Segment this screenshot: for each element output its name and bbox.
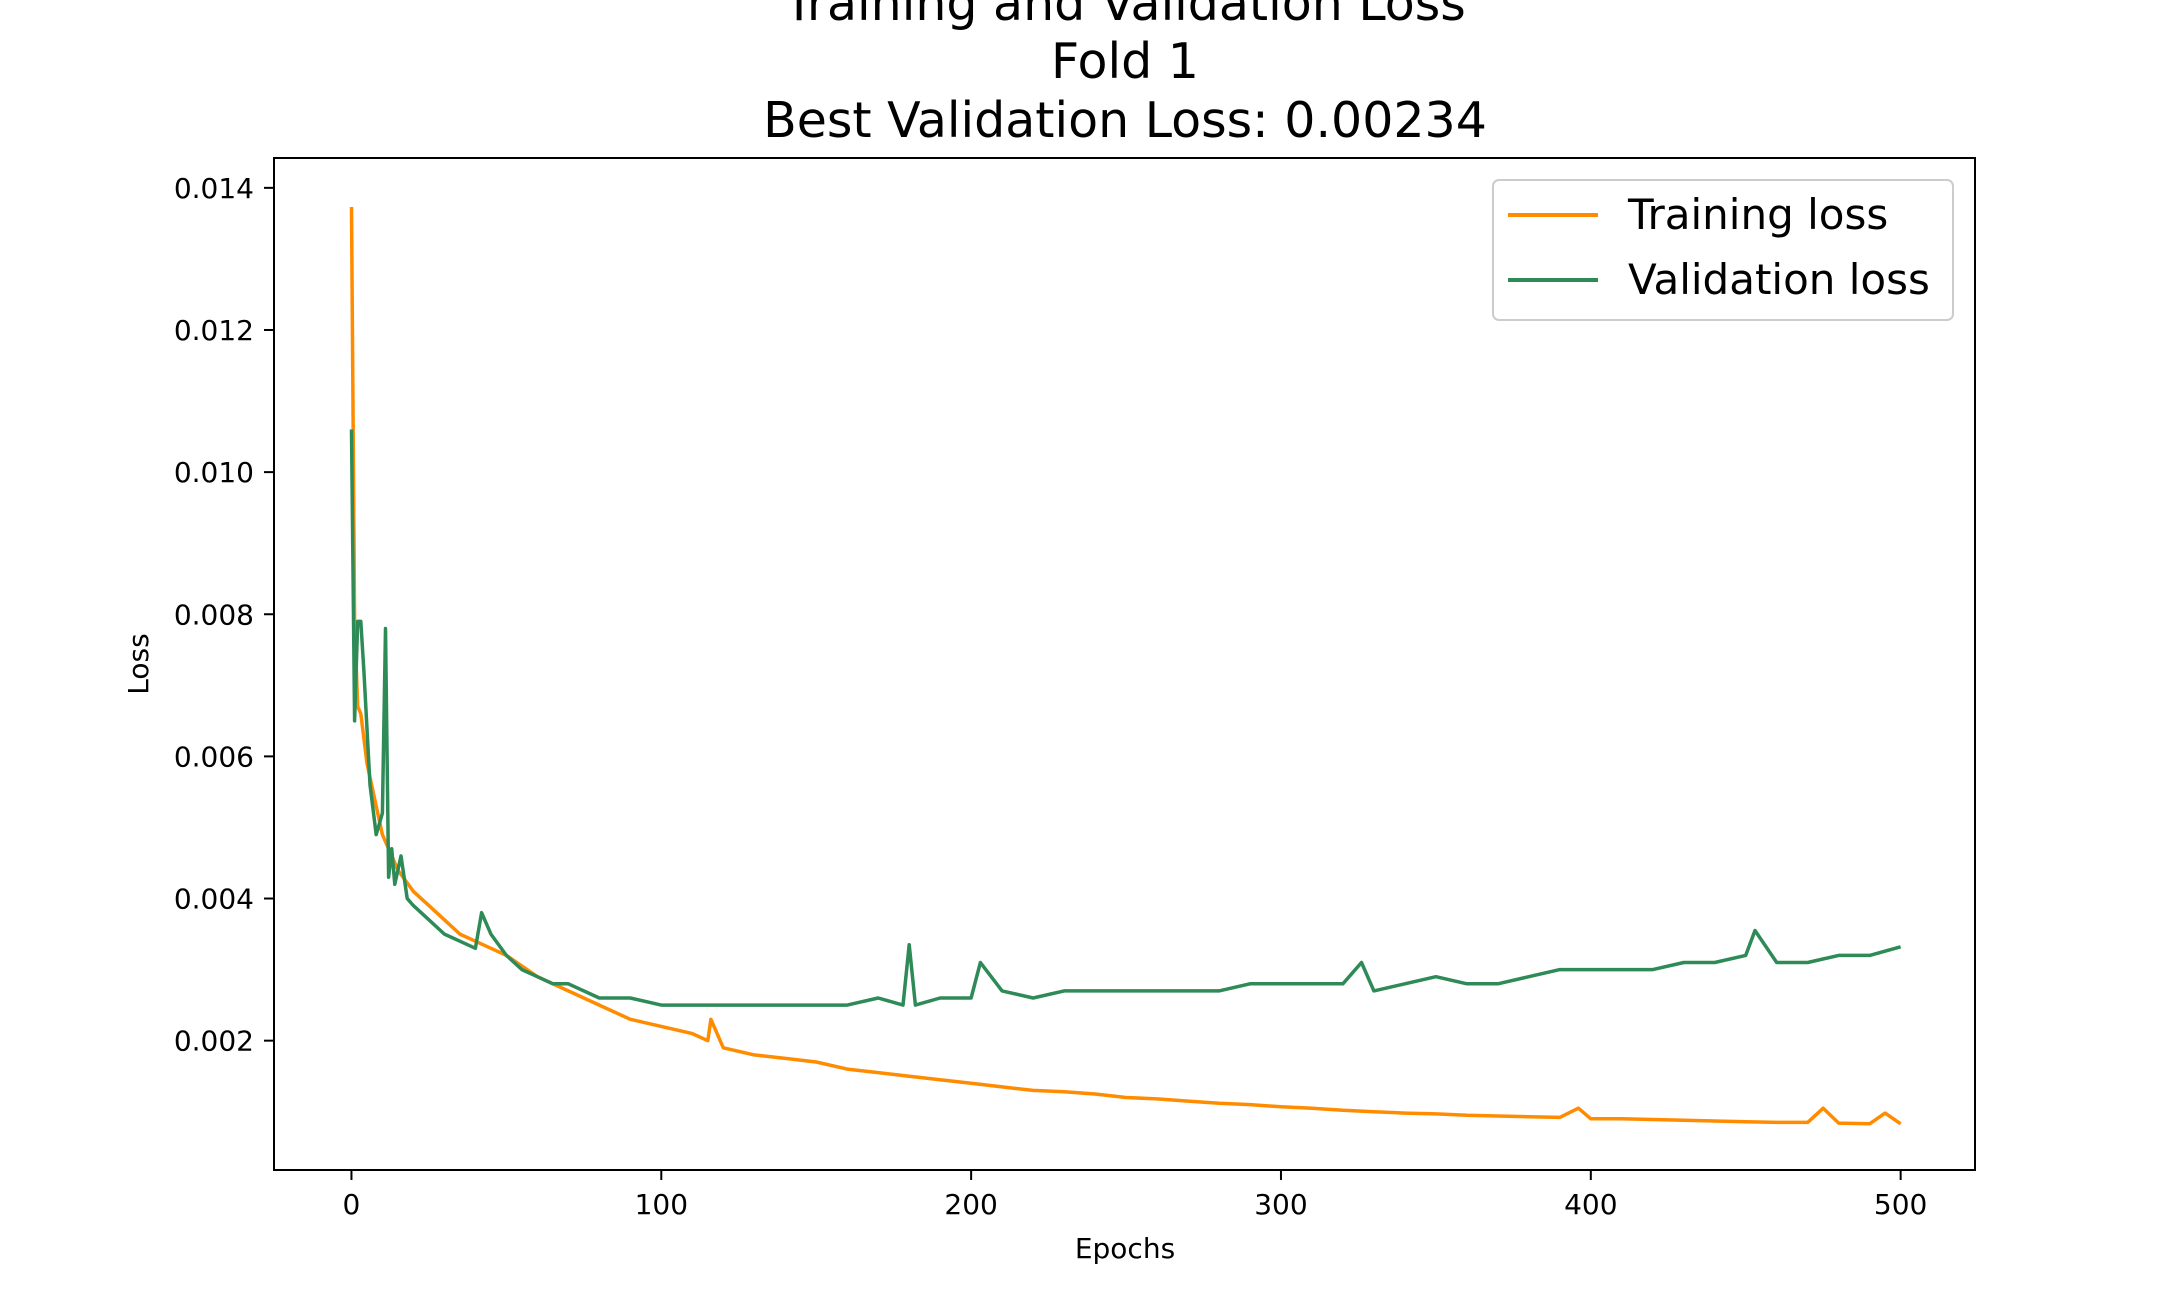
x-axis: 0 100 200 300 400 500 — [343, 1170, 1927, 1221]
x-tick-label: 300 — [1254, 1188, 1307, 1221]
y-tick-label: 0.010 — [174, 456, 254, 489]
y-tick-label: 0.008 — [174, 598, 254, 631]
chart-title: Training and Validation Loss Fold 1 Best… — [763, 0, 1487, 149]
training-loss-line — [349, 206, 1902, 1126]
chart-title-line-2: Fold 1 — [1051, 33, 1199, 90]
x-axis-label: Epochs — [1075, 1232, 1175, 1265]
y-tick-label: 0.002 — [174, 1025, 254, 1058]
legend-label-training: Training loss — [1627, 190, 1888, 239]
axes-frame — [273, 157, 1976, 1171]
series-layer — [349, 206, 1902, 1126]
y-tick-label: 0.006 — [174, 740, 254, 773]
plot-area — [273, 157, 1976, 1171]
y-axis: 0.002 0.004 0.006 0.008 0.010 0.012 0.014 — [174, 172, 274, 1058]
validation-loss-line — [349, 429, 1902, 1007]
chart-title-line-3: Best Validation Loss: 0.00234 — [763, 92, 1487, 149]
x-tick-label: 200 — [944, 1188, 997, 1221]
x-tick-label: 400 — [1564, 1188, 1617, 1221]
y-tick-label: 0.004 — [174, 883, 254, 916]
x-tick-label: 100 — [635, 1188, 688, 1221]
x-tick-label: 500 — [1874, 1188, 1927, 1221]
legend: Training loss Validation loss — [1492, 179, 1954, 321]
chart-title-line-1: Training and Validation Loss — [783, 0, 1466, 32]
legend-box — [1492, 179, 1954, 321]
y-axis-label: Loss — [122, 633, 155, 694]
legend-label-validation: Validation loss — [1628, 255, 1930, 304]
x-tick-label: 0 — [343, 1188, 361, 1221]
y-tick-label: 0.014 — [174, 172, 254, 205]
y-tick-label: 0.012 — [174, 314, 254, 347]
